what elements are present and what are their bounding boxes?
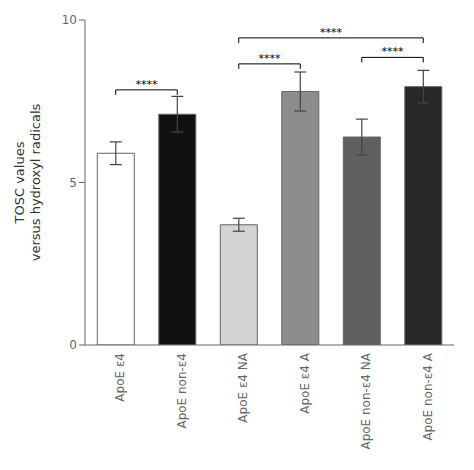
svg-text:****: **** — [382, 45, 405, 58]
svg-text:ApoE ε4 A: ApoE ε4 A — [298, 352, 312, 414]
svg-text:0: 0 — [69, 338, 77, 352]
svg-text:ApoE ε4 NA: ApoE ε4 NA — [236, 352, 250, 422]
svg-text:****: **** — [136, 78, 159, 91]
svg-text:5: 5 — [69, 176, 77, 190]
svg-text:TOSC valuesversus hydroxyl rad: TOSC valuesversus hydroxyl radicals — [12, 103, 43, 261]
svg-text:ApoE non-ε4 NA: ApoE non-ε4 NA — [359, 352, 373, 449]
svg-text:****: **** — [259, 52, 282, 65]
svg-text:****: **** — [320, 26, 343, 39]
svg-text:ApoE non-ε4 A: ApoE non-ε4 A — [421, 352, 435, 440]
svg-text:ApoE ε4: ApoE ε4 — [113, 353, 127, 402]
svg-text:10: 10 — [62, 13, 77, 27]
svg-text:ApoE non-ε4: ApoE non-ε4 — [175, 353, 189, 429]
